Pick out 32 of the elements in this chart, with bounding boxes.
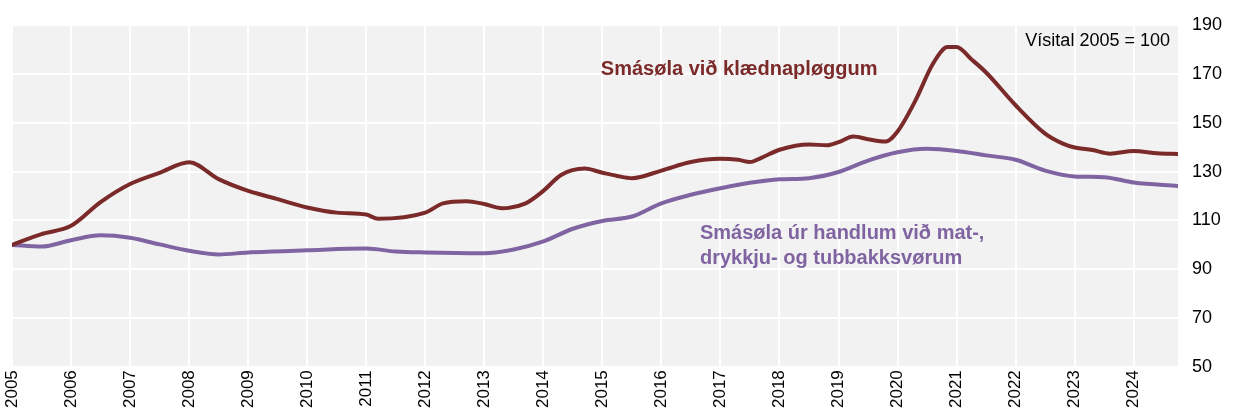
y-tick-label: 70	[1191, 307, 1212, 328]
x-tick-label: 2010	[296, 370, 316, 409]
x-tick-label: 2013	[473, 370, 493, 409]
y-tick-label: 170	[1191, 62, 1223, 83]
x-tick-label: 2019	[828, 370, 848, 409]
series-label: Smásøla úr handlum við mat-, drykkju- og tubbakksvørum	[699, 221, 985, 269]
x-tick-label: 2005	[1, 370, 21, 409]
x-tick-label: 2022	[1005, 370, 1025, 409]
annotation: Vísital 2005 = 100	[1025, 29, 1170, 50]
x-tick-label: 2024	[1123, 370, 1143, 409]
y-tick-label: 110	[1191, 209, 1221, 230]
text: Smásøla við klædnapløggum	[600, 56, 878, 79]
x-tick-label: 2006	[60, 370, 80, 409]
x-tick-label: 2021	[946, 370, 966, 409]
x-tick-label: 2017	[710, 370, 730, 409]
y-tick-label: 90	[1191, 258, 1212, 279]
x-tick-label: 2012	[414, 370, 434, 409]
x-tick-label: 2008	[178, 370, 198, 409]
x-tick-label: 2016	[651, 370, 671, 409]
x-tick-label: 2023	[1064, 370, 1084, 409]
x-tick-label: 2007	[119, 370, 139, 409]
y-tick-label: 130	[1191, 160, 1223, 181]
x-tick-label: 2018	[769, 370, 789, 409]
x-tick-label: 2009	[237, 370, 257, 409]
x-tick-label: 2015	[592, 370, 612, 409]
x-tick-label: 2011	[355, 370, 375, 407]
y-tick-label: 50	[1191, 356, 1212, 377]
y-tick-label: 150	[1191, 111, 1223, 132]
y-tick-label: 190	[1191, 13, 1223, 34]
x-tick-label: 2020	[887, 370, 907, 409]
x-tick-label: 2014	[533, 370, 553, 409]
line-series	[12, 45, 1178, 247]
